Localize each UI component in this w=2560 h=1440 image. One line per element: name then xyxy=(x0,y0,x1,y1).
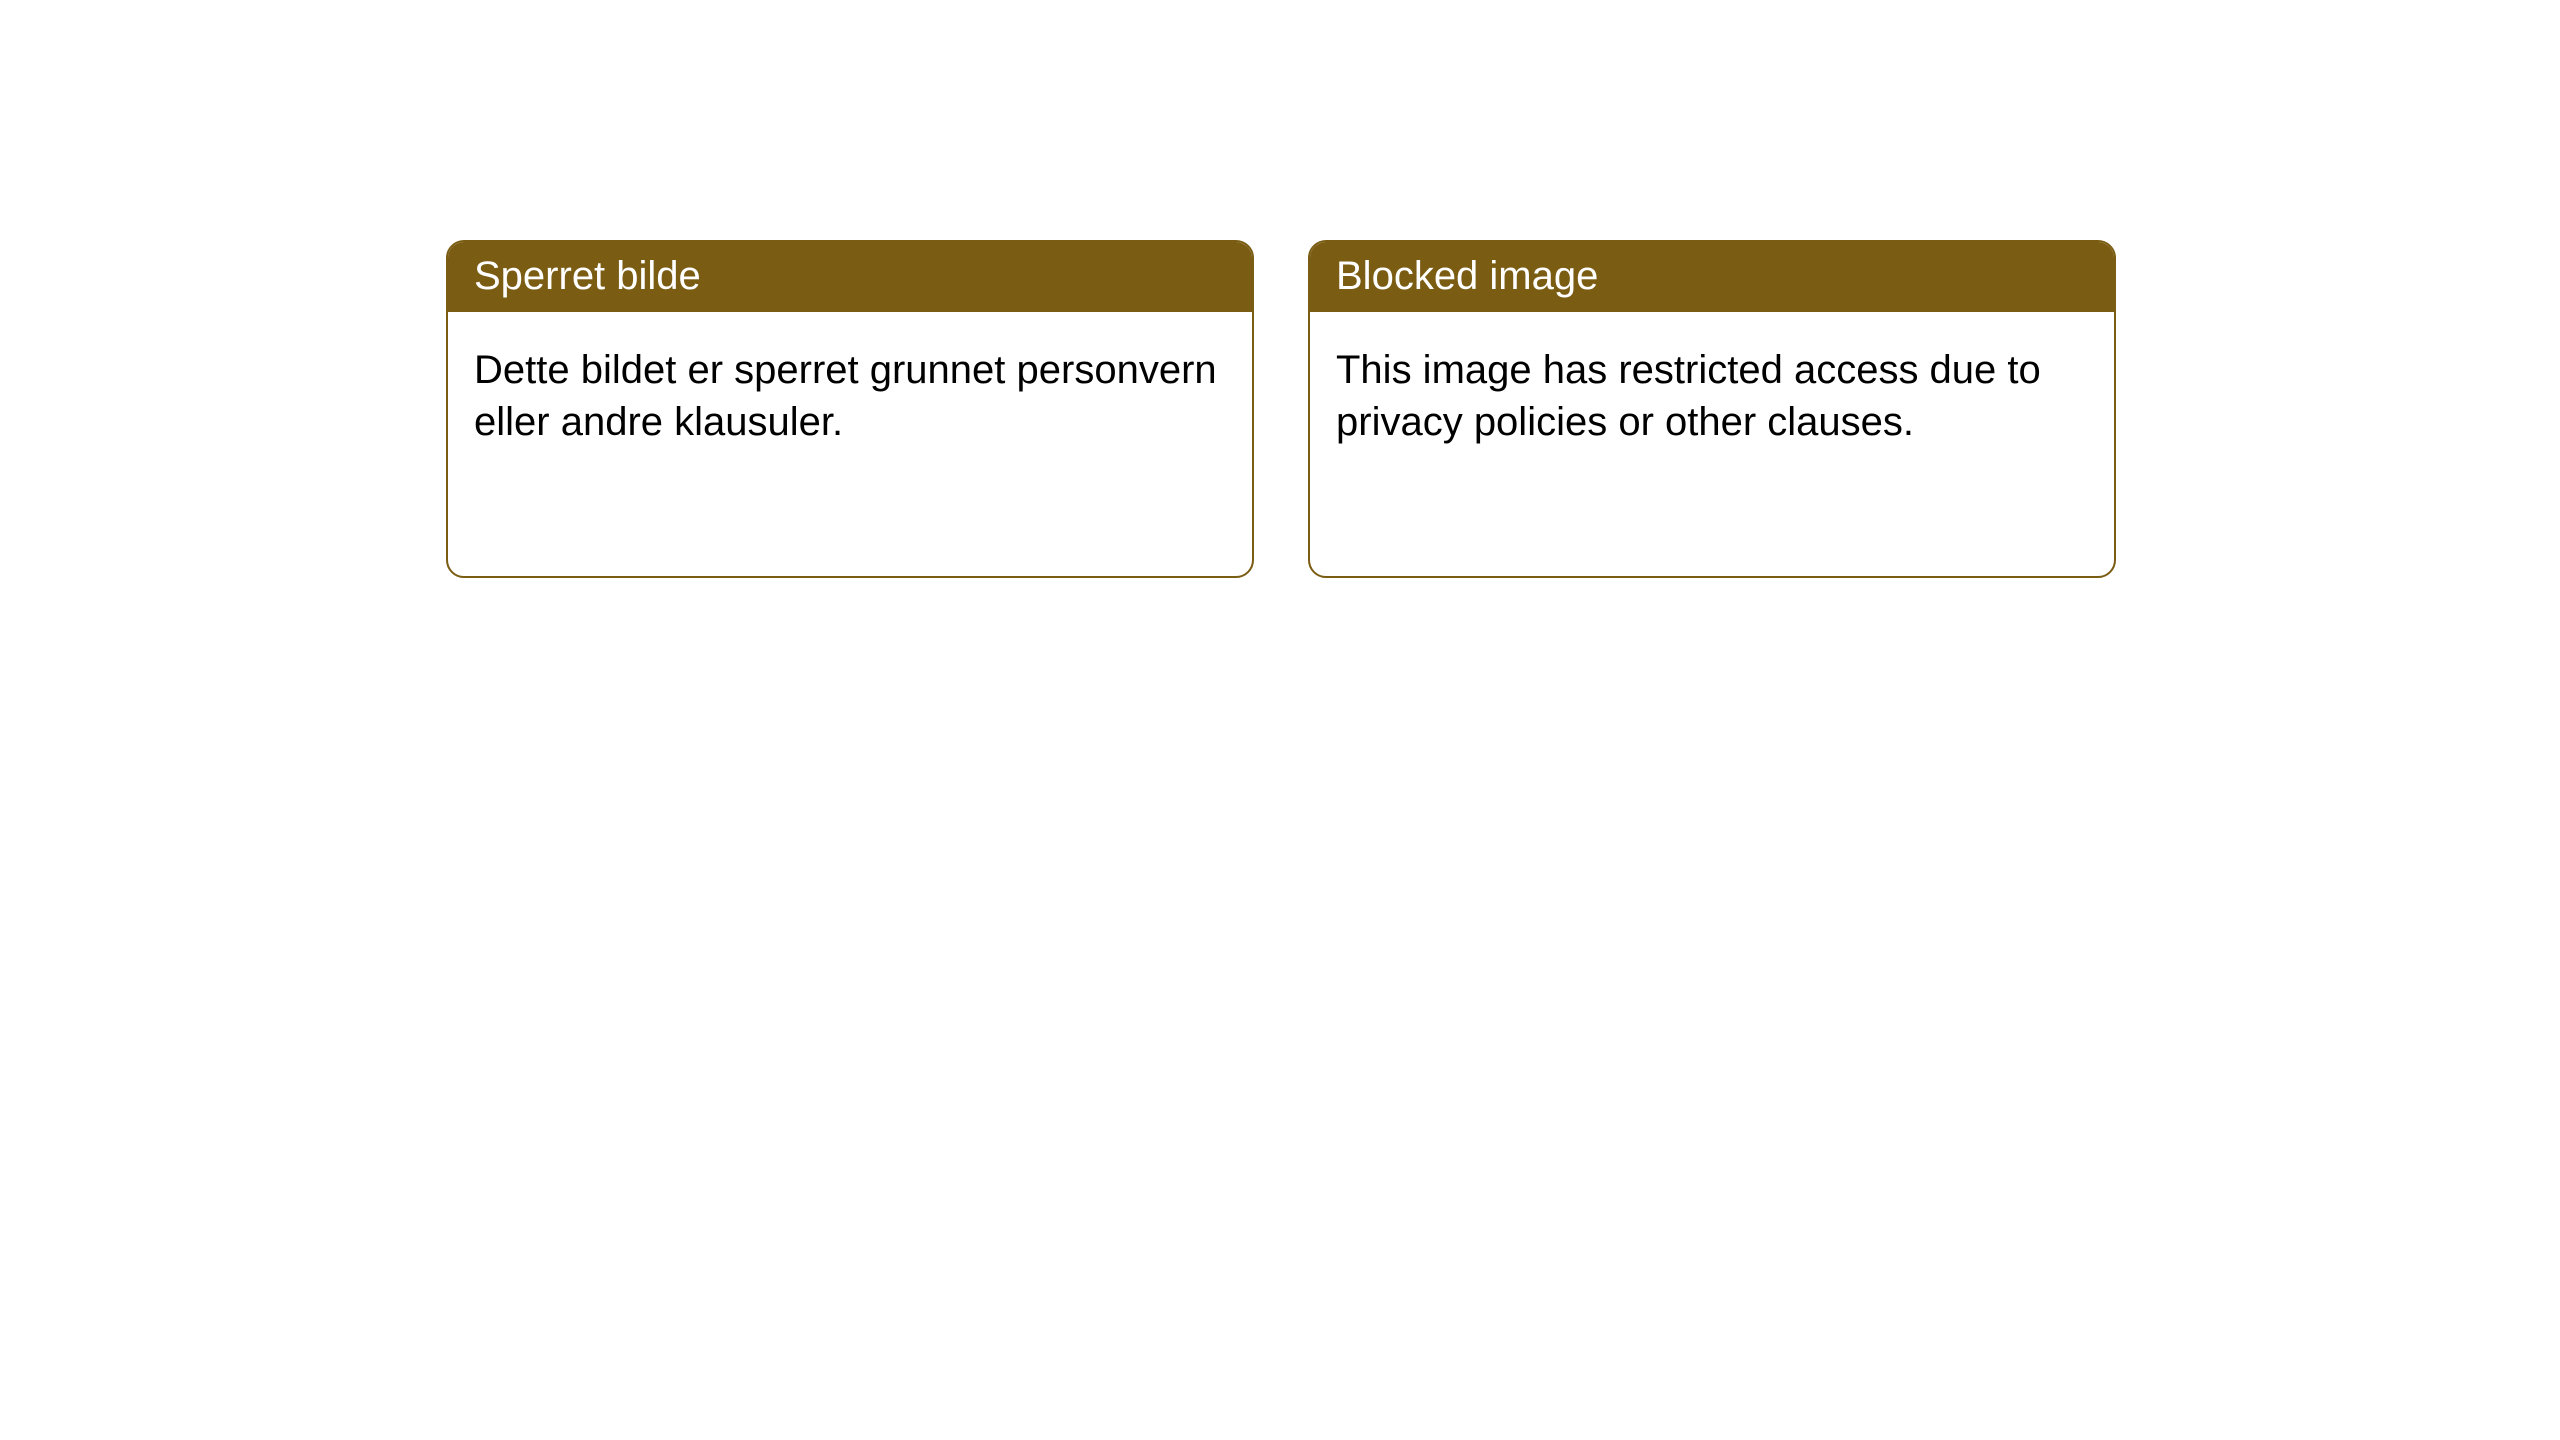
notice-header: Sperret bilde xyxy=(448,242,1252,312)
notice-card-english: Blocked image This image has restricted … xyxy=(1308,240,2116,578)
notice-cards-container: Sperret bilde Dette bildet er sperret gr… xyxy=(446,240,2116,578)
notice-card-norwegian: Sperret bilde Dette bildet er sperret gr… xyxy=(446,240,1254,578)
notice-body-text: This image has restricted access due to … xyxy=(1336,348,2041,444)
notice-body: Dette bildet er sperret grunnet personve… xyxy=(448,312,1252,480)
notice-body: This image has restricted access due to … xyxy=(1310,312,2114,480)
notice-title: Blocked image xyxy=(1336,254,1598,298)
notice-header: Blocked image xyxy=(1310,242,2114,312)
notice-body-text: Dette bildet er sperret grunnet personve… xyxy=(474,348,1217,444)
notice-title: Sperret bilde xyxy=(474,254,701,298)
